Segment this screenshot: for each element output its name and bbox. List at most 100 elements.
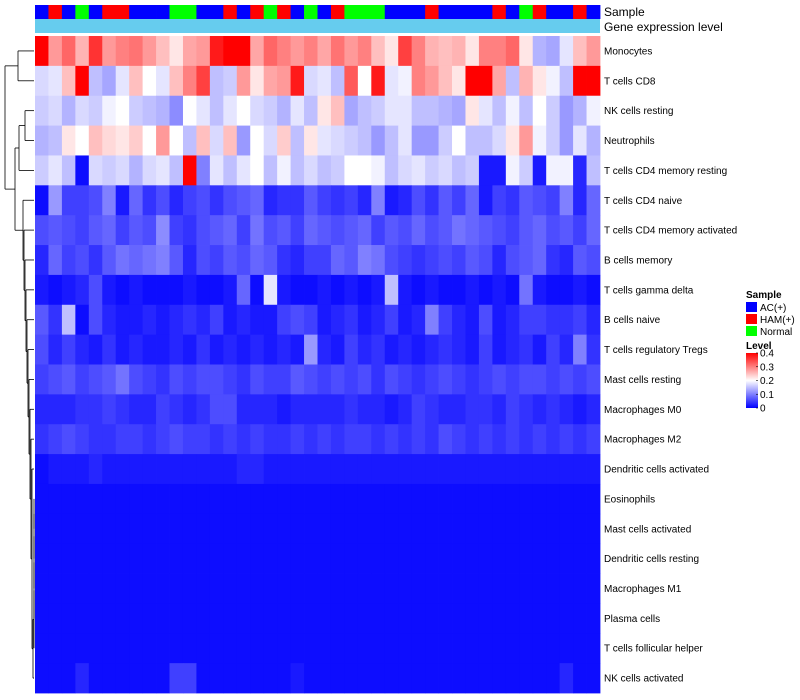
- heatmap-cell: [478, 364, 493, 395]
- heatmap-cell: [452, 36, 466, 67]
- heatmap-cell: [75, 663, 90, 694]
- legend-label-normal: Normal: [760, 327, 792, 338]
- heatmap-cell: [61, 274, 76, 306]
- heatmap-cell: [586, 65, 601, 97]
- heatmap-cell: [559, 394, 574, 425]
- heatmap-cell: [317, 65, 332, 97]
- heatmap-cell: [357, 125, 372, 156]
- heatmap-cell: [88, 424, 103, 455]
- heatmap-cell: [398, 454, 413, 485]
- sample-cell-normal: [169, 5, 184, 19]
- heatmap-cell: [371, 573, 386, 604]
- legend-swatch-ac: [746, 302, 757, 312]
- heatmap-cell: [357, 603, 372, 634]
- heatmap-cell: [546, 633, 561, 664]
- heatmap-cell: [102, 245, 117, 276]
- heatmap-cell: [532, 185, 547, 216]
- heatmap-cell: [492, 364, 507, 395]
- heatmap-cell: [505, 155, 520, 186]
- heatmap-cell: [290, 215, 305, 246]
- heatmap-cell: [88, 304, 103, 336]
- heatmap-cell: [277, 304, 291, 336]
- heatmap-cell: [492, 513, 507, 545]
- heatmap-cell: [546, 334, 561, 365]
- heatmap-cell: [48, 364, 63, 395]
- legend-tick-label: 0.4: [760, 349, 774, 360]
- sample-cell-ac: [505, 5, 520, 19]
- heatmap-cell: [398, 633, 413, 664]
- heatmap-cell: [277, 394, 291, 425]
- heatmap-cell: [438, 603, 453, 634]
- heatmap-cell: [519, 663, 534, 694]
- heatmap-cell: [478, 185, 493, 216]
- heatmap-cell: [196, 36, 211, 67]
- heatmap-cell: [546, 185, 561, 216]
- heatmap-cell: [425, 215, 439, 246]
- heatmap-cell: [35, 185, 49, 216]
- heatmap-cell: [102, 65, 117, 97]
- heatmap-cell: [209, 65, 224, 97]
- heatmap-cell: [182, 304, 197, 336]
- heatmap-cell: [196, 633, 211, 664]
- heatmap-cell: [452, 543, 466, 574]
- heatmap-cell: [384, 633, 399, 664]
- heatmap-cell: [129, 36, 144, 67]
- heatmap-cell: [492, 155, 507, 186]
- heatmap-cell: [492, 454, 507, 485]
- heatmap-cell: [519, 125, 534, 156]
- sample-cell-ac: [546, 5, 561, 19]
- heatmap-cell: [371, 304, 386, 336]
- heatmap-cell: [169, 274, 184, 306]
- heatmap-cell: [532, 274, 547, 306]
- heatmap-cell: [115, 513, 130, 545]
- heatmap-cell: [196, 424, 211, 455]
- heatmap-cell: [75, 454, 90, 485]
- heatmap-cell: [209, 304, 224, 336]
- heatmap-cell: [573, 125, 587, 156]
- heatmap-cell: [357, 513, 372, 545]
- heatmap-cell: [236, 125, 251, 156]
- heatmap-cell: [75, 483, 90, 515]
- heatmap-cell: [505, 513, 520, 545]
- heatmap-cell: [344, 334, 359, 365]
- heatmap-cell: [452, 65, 466, 97]
- heatmap-cell: [452, 125, 466, 156]
- heatmap-cell: [209, 603, 224, 634]
- heatmap-cell: [102, 603, 117, 634]
- heatmap-cell: [88, 573, 103, 604]
- heatmap-cell: [532, 155, 547, 186]
- heatmap-cell: [317, 334, 332, 365]
- heatmap-cell: [75, 394, 90, 425]
- heatmap-cell: [156, 633, 170, 664]
- heatmap-cell: [478, 633, 493, 664]
- heatmap-cell: [425, 513, 439, 545]
- heatmap-cell: [371, 483, 386, 515]
- legend-swatch-normal: [746, 326, 757, 336]
- heatmap-cell: [559, 215, 574, 246]
- heatmap-cell: [330, 603, 345, 634]
- heatmap-cell: [182, 274, 197, 306]
- heatmap-cell: [169, 185, 184, 216]
- heatmap-cell: [304, 245, 318, 276]
- heatmap-cell: [452, 364, 466, 395]
- heatmap-cell: [182, 364, 197, 395]
- heatmap-cell: [559, 304, 574, 336]
- heatmap-cell: [384, 424, 399, 455]
- heatmap-cell: [330, 633, 345, 664]
- heatmap-cell: [61, 394, 76, 425]
- heatmap-cell: [209, 95, 224, 126]
- heatmap-cell: [290, 95, 305, 126]
- heatmap-cell: [398, 245, 413, 276]
- heatmap-cell: [492, 394, 507, 425]
- heatmap-cell: [196, 215, 211, 246]
- heatmap-cell: [317, 663, 332, 694]
- heatmap-cell: [35, 364, 49, 395]
- heatmap-cell: [277, 483, 291, 515]
- heatmap-cell: [102, 334, 117, 365]
- heatmap-cell: [344, 454, 359, 485]
- heatmap-cell: [478, 215, 493, 246]
- heatmap-cell: [236, 274, 251, 306]
- heatmap-cell: [586, 185, 601, 216]
- heatmap-cell: [48, 215, 63, 246]
- heatmap-cell: [546, 65, 561, 97]
